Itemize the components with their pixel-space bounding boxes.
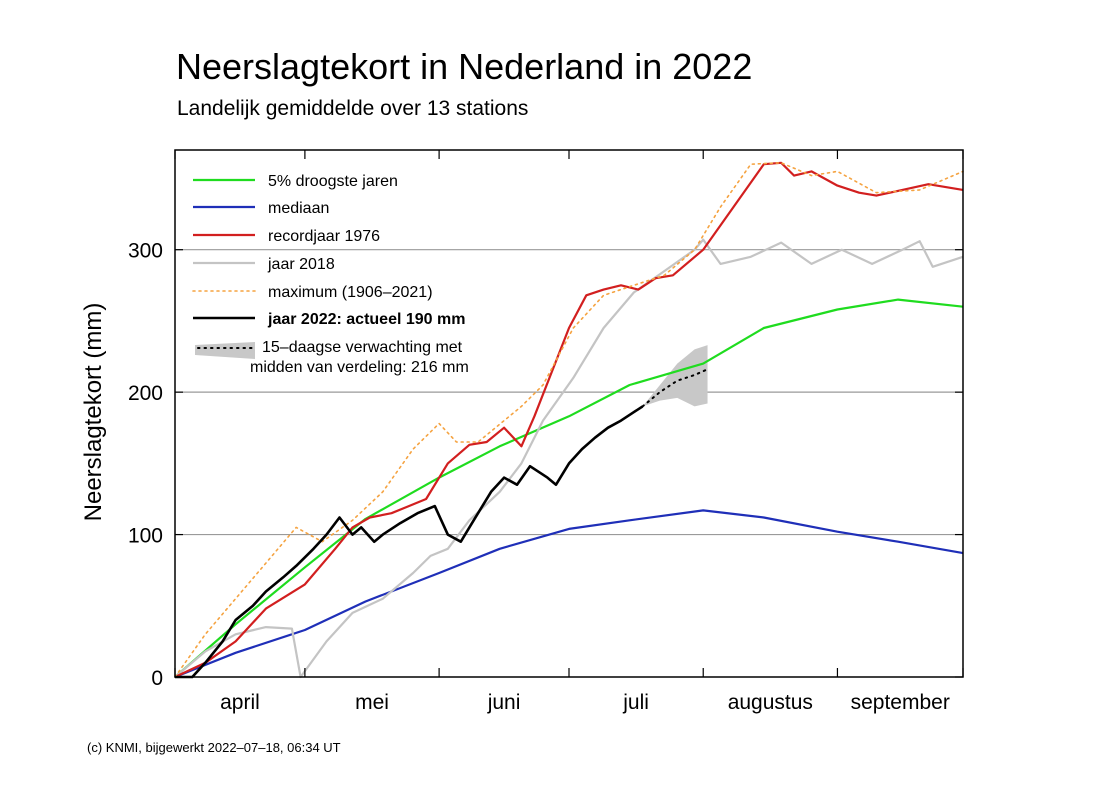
x-tick-label: juni [487, 691, 521, 714]
x-tick-label: juli [622, 691, 649, 714]
legend-label: mediaan [268, 200, 329, 217]
legend-label: recordjaar 1976 [268, 228, 380, 245]
legend-label: 15–daagse verwachting met [262, 339, 463, 356]
legend-label: jaar 2018 [267, 256, 335, 273]
x-tick-label: september [851, 691, 950, 714]
chart-subtitle: Landelijk gemiddelde over 13 stations [177, 97, 529, 120]
forecast-band [642, 345, 708, 407]
legend-label: 5% droogste jaren [268, 173, 398, 190]
series-maximum [174, 162, 964, 678]
forecast-band-layer [642, 345, 708, 407]
axes: 0 100 200 300 april mei juni juli augustus septem… [128, 150, 964, 714]
series-droogste [174, 298, 964, 678]
x-tick-label: mei [355, 691, 389, 714]
y-axis-label: Neerslagtekort (mm) [80, 303, 107, 522]
legend: 5% droogste jaren mediaan recordjaar 1976 j… [192, 173, 469, 376]
legend-label: midden van verdeling: 216 mm [250, 359, 469, 376]
grid [175, 249, 963, 536]
legend-swatch-forecast [195, 342, 255, 359]
legend-label: maximum (1906–2021) [268, 284, 433, 301]
x-tick-label: april [220, 691, 260, 714]
footer-credit: (c) KNMI, bijgewerkt 2022–07–18, 06:34 U… [87, 740, 341, 755]
series-forecast-mid [641, 368, 709, 408]
series-y2018 [174, 238, 964, 679]
x-tick-label: augustus [728, 691, 813, 714]
y-tick-label: 100 [128, 525, 163, 548]
series-mediaan [174, 509, 964, 679]
chart-title: Neerslagtekort in Nederland in 2022 [176, 46, 753, 87]
y-tick-label: 300 [128, 240, 163, 263]
y-tick-label: 200 [128, 382, 163, 405]
legend-label: jaar 2022: actueel 190 mm [267, 311, 465, 328]
series-y2022 [175, 405, 644, 679]
y-tick-label: 0 [151, 667, 163, 690]
